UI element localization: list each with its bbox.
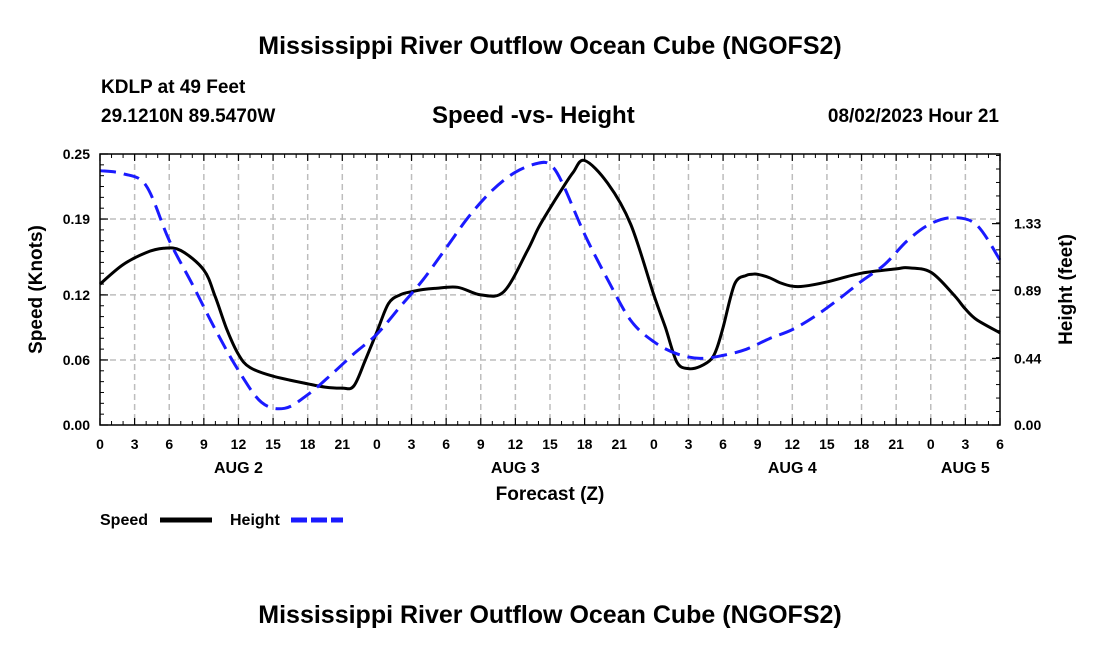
day-label: AUG 2 xyxy=(214,460,263,477)
x-tick-label: 0 xyxy=(373,436,381,452)
y-axis-right-title: Height (feet) xyxy=(1056,234,1077,345)
station-label: KDLP at 49 Feet xyxy=(101,77,246,98)
x-tick-label: 6 xyxy=(996,436,1004,452)
y-right-tick-label: 1.33 xyxy=(1014,216,1041,232)
legend: Speed Height xyxy=(100,512,343,529)
y-left-tick-label: 0.00 xyxy=(63,417,90,433)
x-tick-label: 0 xyxy=(650,436,658,452)
y-left-tick-label: 0.12 xyxy=(63,287,90,303)
x-tick-label: 6 xyxy=(165,436,173,452)
legend-label-height: Height xyxy=(230,512,280,529)
legend-label-speed: Speed xyxy=(100,512,148,529)
x-tick-label: 21 xyxy=(335,436,351,452)
y-left-tick-label: 0.19 xyxy=(63,211,90,227)
tick-labels: 0 3 6 9 12 15 18 21 0 3 6 9 12 15 18 21 0 3 6 9 12 15 18 21 0 3 6A… xyxy=(63,146,1042,477)
day-label: AUG 4 xyxy=(768,460,817,477)
x-tick-label: 12 xyxy=(231,436,247,452)
chart-subtitle: Speed -vs- Height xyxy=(432,102,635,129)
y-left-tick-label: 0.25 xyxy=(63,146,90,162)
series-layer xyxy=(99,158,1002,411)
x-tick-label: 21 xyxy=(611,436,627,452)
day-label: AUG 5 xyxy=(941,460,990,477)
location-label: 29.1210N 89.5470W xyxy=(101,106,276,127)
footer-title: Mississippi River Outflow Ocean Cube (NG… xyxy=(258,601,842,629)
tick-marks xyxy=(99,153,1001,426)
x-tick-label: 15 xyxy=(542,436,558,452)
x-tick-label: 6 xyxy=(719,436,727,452)
x-tick-label: 0 xyxy=(927,436,935,452)
x-tick-label: 3 xyxy=(685,436,693,452)
x-tick-label: 9 xyxy=(754,436,762,452)
chart-title: Mississippi River Outflow Ocean Cube (NG… xyxy=(258,32,842,60)
x-axis-title: Forecast (Z) xyxy=(496,484,605,505)
y-right-tick-label: 0.00 xyxy=(1014,417,1041,433)
x-tick-label: 6 xyxy=(442,436,450,452)
x-tick-label: 3 xyxy=(131,436,139,452)
x-tick-label: 12 xyxy=(785,436,801,452)
grid-lines xyxy=(100,154,1000,425)
x-tick-label: 18 xyxy=(577,436,593,452)
x-tick-label: 18 xyxy=(854,436,870,452)
x-tick-label: 21 xyxy=(888,436,904,452)
day-label: AUG 3 xyxy=(491,460,540,477)
x-tick-label: 9 xyxy=(200,436,208,452)
datetime-label: 08/02/2023 Hour 21 xyxy=(827,106,999,127)
x-tick-label: 15 xyxy=(265,436,281,452)
x-tick-label: 18 xyxy=(300,436,316,452)
x-tick-label: 3 xyxy=(961,436,969,452)
x-tick-label: 12 xyxy=(508,436,524,452)
y-right-tick-label: 0.89 xyxy=(1014,282,1041,298)
y-left-tick-label: 0.06 xyxy=(63,352,90,368)
series-line-height xyxy=(99,160,1002,411)
series-line-speed xyxy=(99,158,1001,391)
x-tick-label: 9 xyxy=(477,436,485,452)
x-tick-label: 15 xyxy=(819,436,835,452)
y-right-tick-label: 0.44 xyxy=(1014,350,1041,366)
x-tick-label: 0 xyxy=(96,436,104,452)
y-axis-left-title: Speed (Knots) xyxy=(26,225,47,354)
x-tick-label: 3 xyxy=(408,436,416,452)
